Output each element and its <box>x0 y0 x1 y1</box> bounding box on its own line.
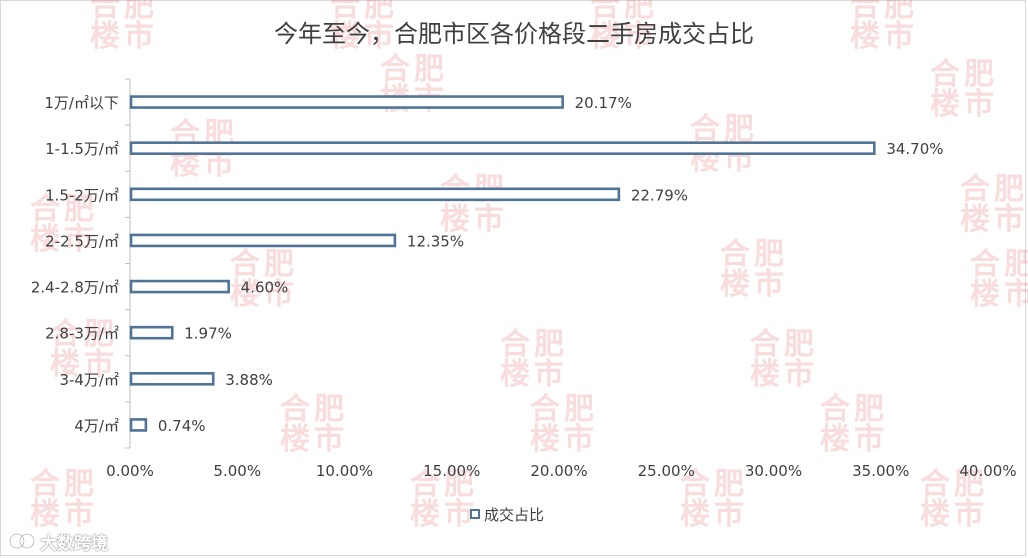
x-tick-label: 0.00% <box>106 462 154 480</box>
bar <box>129 372 215 386</box>
data-label: 22.79% <box>631 186 688 204</box>
x-tick-label: 20.00% <box>530 462 587 480</box>
category-label: 2-2.5万/㎡ <box>45 232 119 250</box>
brand-text: 大数跨境 <box>40 533 108 554</box>
category-label: 2.4-2.8万/㎡ <box>31 279 119 297</box>
data-label: 12.35% <box>407 232 464 250</box>
bar <box>129 418 148 432</box>
category-label: 1-1.5万/㎡ <box>45 140 119 158</box>
brand-logo-icon <box>8 532 36 550</box>
chart-title: 今年至今，合肥市区各价格段二手房成交占比 <box>274 20 754 48</box>
x-tick-label: 40.00% <box>959 462 1016 480</box>
x-tick-label: 10.00% <box>316 462 373 480</box>
category-label: 1.5-2万/㎡ <box>45 186 119 204</box>
bar <box>129 187 621 202</box>
data-label: 4.60% <box>241 279 289 297</box>
data-label: 20.17% <box>575 94 632 112</box>
data-label: 34.70% <box>886 140 943 158</box>
x-tick-label: 15.00% <box>423 462 480 480</box>
bar <box>129 141 876 155</box>
x-tick-label: 25.00% <box>638 462 695 480</box>
legend: 成交占比 <box>470 504 544 524</box>
category-label: 3-4万/㎡ <box>59 371 119 389</box>
x-tick-label: 30.00% <box>745 462 802 480</box>
data-label: 1.97% <box>184 325 232 343</box>
bar <box>129 279 230 294</box>
category-label: 1万/㎡以下 <box>44 94 119 112</box>
category-label: 4万/㎡ <box>74 417 119 435</box>
legend-swatch <box>470 509 480 519</box>
bar <box>129 233 397 248</box>
category-label: 2.8-3万/㎡ <box>45 325 119 343</box>
data-label: 3.88% <box>225 371 273 389</box>
legend-label: 成交占比 <box>484 505 545 524</box>
x-tick-label: 35.00% <box>852 462 909 480</box>
x-tick-label: 5.00% <box>213 462 261 480</box>
bar <box>129 325 174 340</box>
brand-watermark: 大数跨境 <box>8 529 108 554</box>
bar <box>129 95 564 109</box>
data-label: 0.74% <box>158 417 206 435</box>
